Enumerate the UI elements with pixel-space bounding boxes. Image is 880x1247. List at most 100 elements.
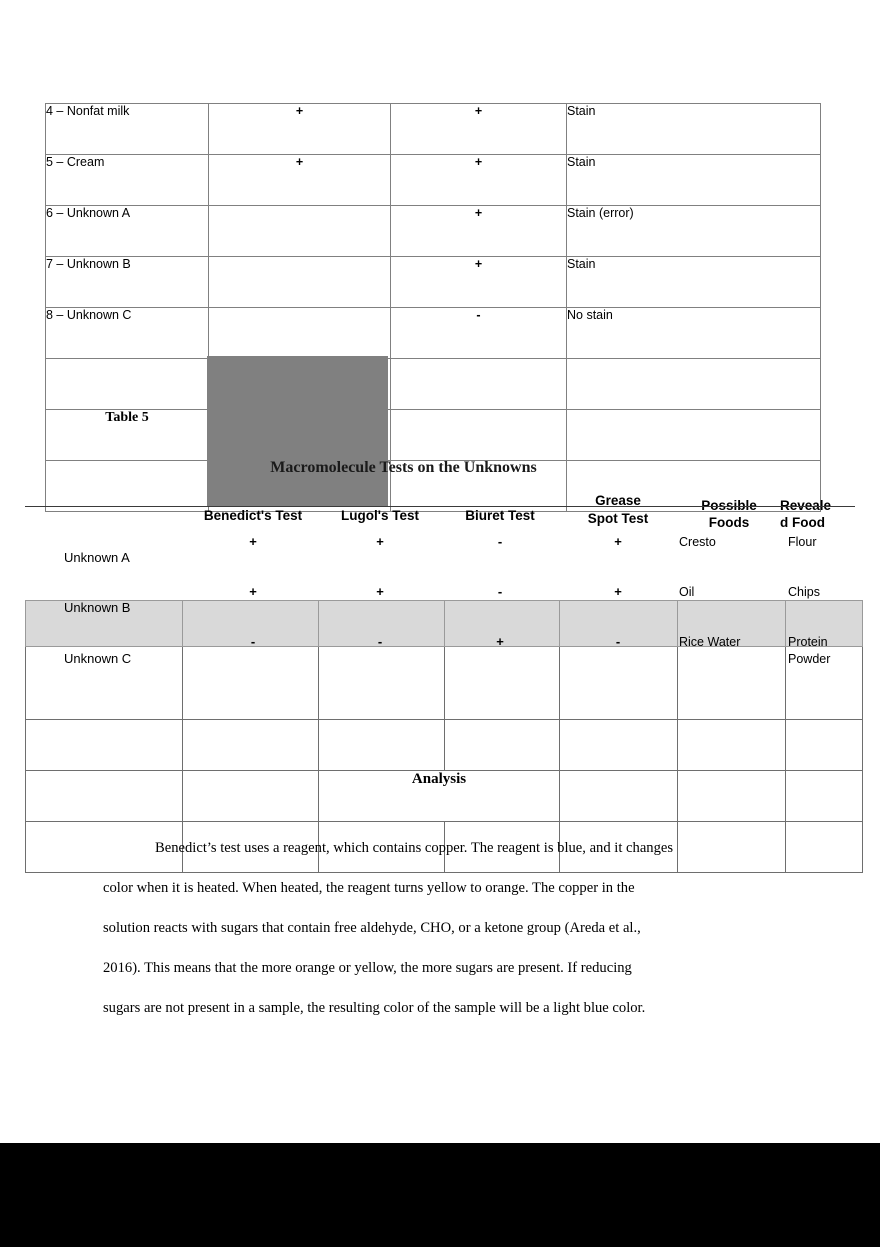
empty-cell	[318, 719, 445, 771]
empty-cell	[444, 600, 560, 647]
empty-cell	[677, 646, 786, 720]
header-revealed-food-line2: d Food	[780, 515, 825, 530]
empty-cell	[785, 770, 863, 822]
body-line-5: sugars are not present in a sample, the …	[103, 1000, 646, 1016]
unknowns-overlay-layer: Benedict's Test Lugol's Test Biuret Test…	[64, 493, 832, 666]
table-row: 5 – Cream + + Stain	[45, 154, 821, 206]
body-line-2: color when it is heated. When heated, th…	[103, 880, 635, 896]
empty-cell	[677, 600, 786, 647]
header-grease-spot-test-line1: Grease	[595, 493, 641, 508]
bottom-black-band	[0, 1143, 880, 1247]
benedicts-result	[208, 205, 391, 257]
unknown-b-benedicts: +	[249, 584, 257, 599]
empty-cell	[677, 821, 786, 873]
empty-cell	[444, 821, 560, 873]
empty-cell	[25, 719, 183, 771]
table-row: 7 – Unknown B + Stain	[45, 256, 821, 308]
empty-cell	[566, 358, 821, 410]
grease-result: Stain	[566, 103, 821, 155]
empty-cell	[25, 770, 183, 822]
body-line-4: 2016). This means that the more orange o…	[103, 960, 632, 976]
unknown-a-revealed-food: Flour	[788, 535, 817, 549]
empty-cell	[566, 460, 821, 512]
empty-cell	[25, 600, 183, 647]
empty-cell	[318, 821, 445, 873]
analysis-heading: Analysis	[318, 770, 560, 822]
benedicts-result	[208, 307, 391, 359]
lower-analysis-table: Analysis	[25, 600, 863, 873]
empty-cell	[785, 646, 863, 720]
empty-cell	[559, 770, 678, 822]
grease-result: Stain	[566, 154, 821, 206]
empty-cell	[785, 821, 863, 873]
empty-cell	[182, 600, 319, 647]
row-label-unknown-a: Unknown A	[64, 550, 130, 565]
unknown-c-benedicts: -	[250, 634, 256, 649]
grease-result: Stain	[566, 256, 821, 308]
body-line-3: solution reacts with sugars that contain…	[103, 920, 641, 936]
lugols-result: +	[390, 103, 567, 155]
row-label-unknown-c: Unknown C	[64, 651, 132, 666]
sample-label: 5 – Cream	[45, 154, 209, 206]
unknown-b-grease: +	[614, 584, 622, 599]
lugols-result: -	[390, 307, 567, 359]
unknown-a-grease: +	[614, 534, 622, 549]
unknown-a-possible-foods: Cresto	[679, 535, 716, 549]
empty-cell	[182, 719, 319, 771]
benedicts-result: +	[208, 154, 391, 206]
unknown-b-biuret: -	[497, 584, 503, 599]
table-row: 6 – Unknown A + Stain (error)	[45, 205, 821, 257]
unknown-c-possible-foods: Rice Water	[679, 635, 741, 649]
empty-cell	[25, 821, 183, 873]
header-lugols-test: Lugol's Test	[341, 508, 419, 523]
grease-result: No stain	[566, 307, 821, 359]
gray-overlay-block	[207, 356, 388, 506]
empty-cell	[390, 358, 567, 410]
benedicts-result	[208, 256, 391, 308]
body-line-1: Benedict’s test uses a reagent, which co…	[155, 840, 674, 856]
empty-cell	[444, 719, 560, 771]
sample-label: 4 – Nonfat milk	[45, 103, 209, 155]
table-row-shaded	[25, 600, 863, 647]
header-revealed-food-line1: Reveale	[780, 498, 832, 513]
table-row: 8 – Unknown C - No stain	[45, 307, 821, 359]
header-possible-foods-line2: Foods	[708, 515, 750, 530]
empty-cell	[677, 770, 786, 822]
empty-cell	[182, 821, 319, 873]
table5-caption: Table 5	[45, 409, 209, 461]
unknown-c-biuret: +	[496, 634, 504, 649]
empty-cell	[566, 409, 821, 461]
unknown-a-benedicts: +	[249, 534, 257, 549]
empty-cell	[559, 821, 678, 873]
table-row	[25, 821, 863, 873]
unknown-c-lugols: -	[377, 634, 383, 649]
empty-cell	[559, 719, 678, 771]
header-biuret-test: Biuret Test	[465, 508, 535, 523]
empty-cell	[677, 719, 786, 771]
macromolecule-title: Macromolecule Tests on the Unknowns	[270, 459, 537, 476]
unknown-a-lugols: +	[376, 534, 384, 549]
empty-cell	[444, 646, 560, 720]
empty-cell	[785, 600, 863, 647]
analysis-body-paragraph: Benedict’s test uses a reagent, which co…	[103, 828, 775, 1028]
sample-label	[45, 358, 209, 410]
sample-label: 8 – Unknown C	[45, 307, 209, 359]
unknown-c-revealed-food-line1: Protein	[788, 635, 828, 649]
header-grease-spot-test-line2: Spot Test	[587, 511, 649, 526]
unknown-b-lugols: +	[376, 584, 384, 599]
sample-label: 6 – Unknown A	[45, 205, 209, 257]
empty-cell	[45, 460, 209, 512]
empty-cell	[390, 460, 567, 512]
unknown-c-revealed-food-line2: Powder	[788, 652, 831, 666]
header-benedicts-test: Benedict's Test	[203, 508, 303, 523]
header-possible-foods-line1: Possible	[701, 498, 757, 513]
unknown-a-biuret: -	[497, 534, 503, 549]
table-row: Analysis	[25, 770, 863, 822]
lugols-result: +	[390, 205, 567, 257]
unknowns-header-rule	[25, 506, 855, 507]
table-row	[25, 646, 863, 720]
unknown-c-grease: -	[615, 634, 621, 649]
empty-cell	[318, 600, 445, 647]
empty-cell	[25, 646, 183, 720]
